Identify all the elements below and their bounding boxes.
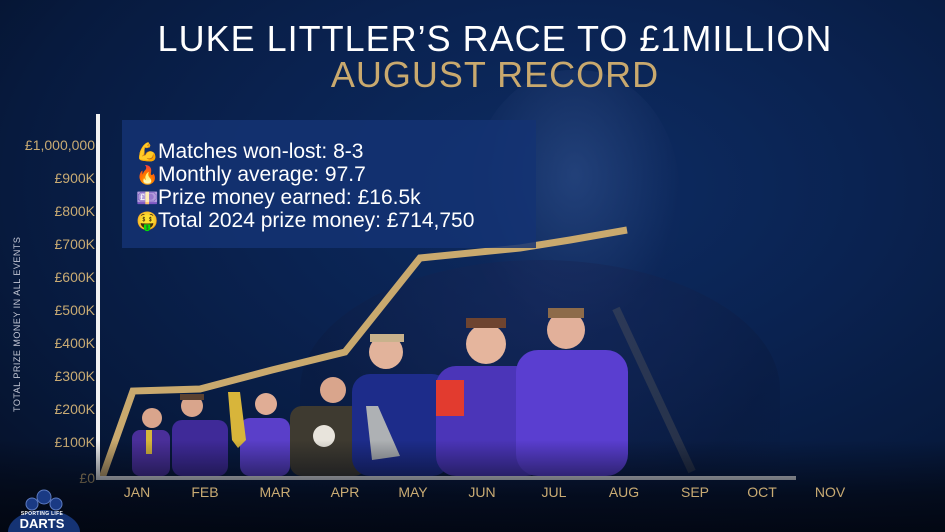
x-tick: MAR: [259, 484, 291, 500]
stat-total-prize-money: 🤑Total 2024 prize money: £714,750: [136, 209, 474, 233]
x-tick: MAY: [398, 484, 428, 500]
stat-matches-won-lost: 💪Matches won-lost: 8-3: [136, 140, 363, 164]
y-tick: £700K: [54, 236, 95, 252]
x-tick: SEP: [680, 484, 709, 500]
stat-text: Matches won-lost: 8-3: [158, 140, 364, 163]
bottom-shadow: [0, 440, 945, 532]
stat-text: Monthly average: 97.7: [158, 163, 366, 186]
y-tick: £300K: [54, 368, 95, 384]
y-tick: £900K: [54, 170, 95, 186]
x-tick: NOV: [814, 484, 846, 500]
y-tick: £500K: [54, 302, 95, 318]
y-tick: £200K: [54, 401, 95, 417]
stat-text: Total 2024 prize money: £714,750: [158, 209, 475, 232]
fire-icon: 🔥: [136, 165, 159, 185]
y-tick: £400K: [54, 335, 95, 351]
y-tick: £800K: [54, 203, 95, 219]
banknote-icon: 💷: [136, 188, 159, 208]
cumulative-prize-line: [98, 226, 628, 480]
x-tick: FEB: [191, 484, 219, 500]
x-tick: AUG: [608, 484, 640, 500]
sporting-life-darts-logo-icon: [8, 489, 80, 532]
flexed-biceps-icon: 💪: [136, 142, 159, 162]
stat-prize-money-earned: 💷Prize money earned: £16.5k: [136, 186, 421, 210]
x-tick: APR: [330, 484, 360, 500]
y-axis-line: [96, 114, 100, 480]
chart-subtitle: AUGUST RECORD: [330, 54, 660, 95]
money-mouth-face-icon: 🤑: [136, 211, 159, 231]
chart-title: LUKE LITTLER’S RACE TO £1MILLION: [157, 18, 833, 59]
y-tick: £1,000,000: [24, 137, 95, 153]
logo-text-darts: DARTS: [19, 516, 65, 531]
x-tick: JUN: [468, 484, 496, 500]
logo-text-sporting-life: SPORTING LIFE: [20, 511, 64, 517]
stat-monthly-average: 🔥Monthly average: 97.7: [136, 163, 366, 187]
stats-panel: 💪Matches won-lost: 8-3 🔥Monthly average:…: [122, 120, 536, 248]
stat-text: Prize money earned: £16.5k: [158, 186, 421, 209]
x-tick: JAN: [123, 484, 151, 500]
x-tick: OCT: [747, 484, 777, 500]
y-tick: £600K: [54, 269, 95, 285]
x-tick: JUL: [541, 484, 567, 500]
